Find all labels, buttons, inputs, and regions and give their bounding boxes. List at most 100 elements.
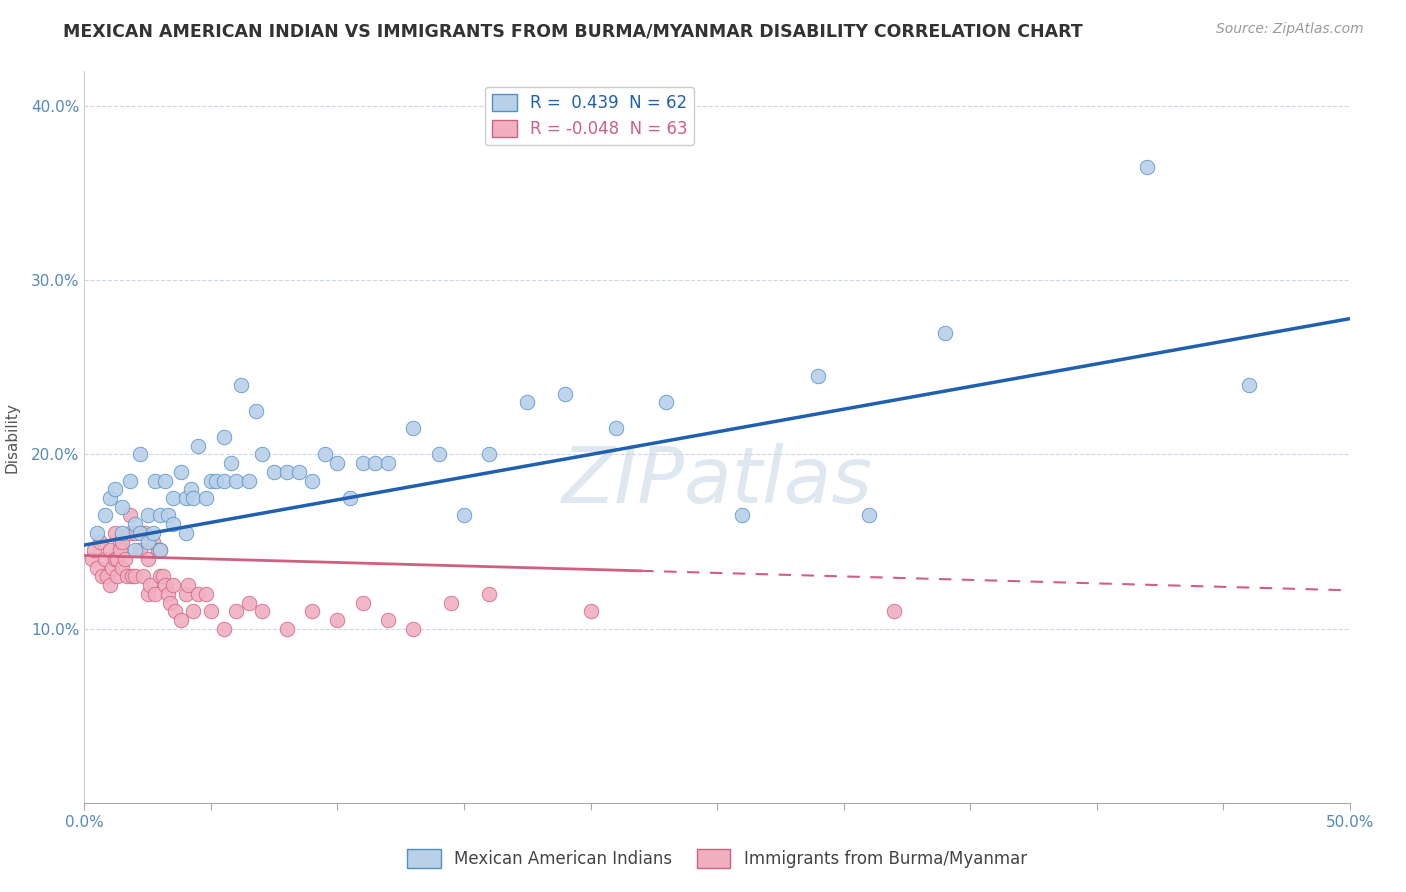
Point bbox=[111, 560, 134, 574]
Point bbox=[156, 587, 179, 601]
Point bbox=[96, 569, 118, 583]
Point bbox=[440, 595, 463, 609]
Point bbox=[364, 456, 387, 470]
Point bbox=[93, 508, 115, 523]
Point bbox=[263, 465, 285, 479]
Point bbox=[276, 622, 298, 636]
Point bbox=[156, 508, 179, 523]
Point bbox=[124, 517, 146, 532]
Y-axis label: Disability: Disability bbox=[4, 401, 20, 473]
Point bbox=[314, 448, 336, 462]
Point bbox=[352, 456, 374, 470]
Point bbox=[187, 587, 209, 601]
Point bbox=[143, 474, 166, 488]
Point bbox=[98, 578, 121, 592]
Point bbox=[91, 569, 114, 583]
Point bbox=[136, 534, 159, 549]
Point bbox=[89, 534, 111, 549]
Point bbox=[605, 421, 627, 435]
Point bbox=[118, 474, 141, 488]
Point bbox=[326, 456, 349, 470]
Point bbox=[93, 552, 115, 566]
Point bbox=[250, 448, 273, 462]
Point bbox=[117, 569, 139, 583]
Point bbox=[245, 404, 267, 418]
Text: Source: ZipAtlas.com: Source: ZipAtlas.com bbox=[1216, 22, 1364, 37]
Point bbox=[174, 491, 197, 505]
Point bbox=[136, 587, 159, 601]
Point bbox=[155, 474, 177, 488]
Point bbox=[238, 595, 260, 609]
Point bbox=[131, 569, 153, 583]
Point bbox=[143, 587, 166, 601]
Point bbox=[152, 569, 174, 583]
Point bbox=[807, 369, 830, 384]
Point bbox=[200, 474, 222, 488]
Point bbox=[83, 543, 105, 558]
Point bbox=[105, 569, 128, 583]
Text: MEXICAN AMERICAN INDIAN VS IMMIGRANTS FROM BURMA/MYANMAR DISABILITY CORRELATION : MEXICAN AMERICAN INDIAN VS IMMIGRANTS FR… bbox=[63, 22, 1083, 40]
Point bbox=[205, 474, 228, 488]
Point bbox=[111, 534, 134, 549]
Point bbox=[111, 525, 134, 540]
Point bbox=[104, 552, 127, 566]
Point bbox=[129, 543, 152, 558]
Point bbox=[339, 491, 361, 505]
Point bbox=[149, 543, 172, 558]
Point bbox=[377, 456, 399, 470]
Point bbox=[108, 543, 131, 558]
Point bbox=[212, 430, 235, 444]
Point bbox=[177, 578, 200, 592]
Point bbox=[181, 491, 204, 505]
Point bbox=[1237, 377, 1260, 392]
Point bbox=[453, 508, 475, 523]
Point bbox=[1136, 160, 1159, 174]
Point bbox=[301, 604, 323, 618]
Point bbox=[352, 595, 374, 609]
Point bbox=[554, 386, 576, 401]
Point bbox=[124, 569, 146, 583]
Point bbox=[276, 465, 298, 479]
Point bbox=[155, 578, 177, 592]
Point bbox=[402, 622, 425, 636]
Point bbox=[162, 491, 184, 505]
Point bbox=[101, 560, 124, 574]
Point bbox=[883, 604, 905, 618]
Point bbox=[162, 578, 184, 592]
Point bbox=[478, 587, 501, 601]
Point bbox=[114, 552, 136, 566]
Point bbox=[165, 604, 187, 618]
Point bbox=[180, 483, 202, 497]
Point bbox=[200, 604, 222, 618]
Point bbox=[86, 525, 108, 540]
Point bbox=[377, 613, 399, 627]
Point bbox=[212, 474, 235, 488]
Point bbox=[129, 525, 152, 540]
Point bbox=[326, 613, 349, 627]
Point bbox=[301, 474, 323, 488]
Point bbox=[80, 552, 103, 566]
Point bbox=[149, 508, 172, 523]
Point bbox=[225, 604, 247, 618]
Point bbox=[134, 525, 156, 540]
Point bbox=[402, 421, 425, 435]
Point bbox=[111, 500, 134, 514]
Point bbox=[174, 525, 197, 540]
Point bbox=[118, 525, 141, 540]
Point bbox=[731, 508, 754, 523]
Point bbox=[159, 595, 181, 609]
Point bbox=[212, 622, 235, 636]
Point bbox=[98, 491, 121, 505]
Point bbox=[174, 587, 197, 601]
Point bbox=[129, 448, 152, 462]
Point bbox=[181, 604, 204, 618]
Point bbox=[136, 508, 159, 523]
Point bbox=[579, 604, 602, 618]
Point bbox=[104, 483, 127, 497]
Point bbox=[139, 578, 162, 592]
Point bbox=[427, 448, 450, 462]
Point bbox=[142, 534, 165, 549]
Point bbox=[187, 439, 209, 453]
Point bbox=[104, 525, 127, 540]
Point bbox=[146, 543, 169, 558]
